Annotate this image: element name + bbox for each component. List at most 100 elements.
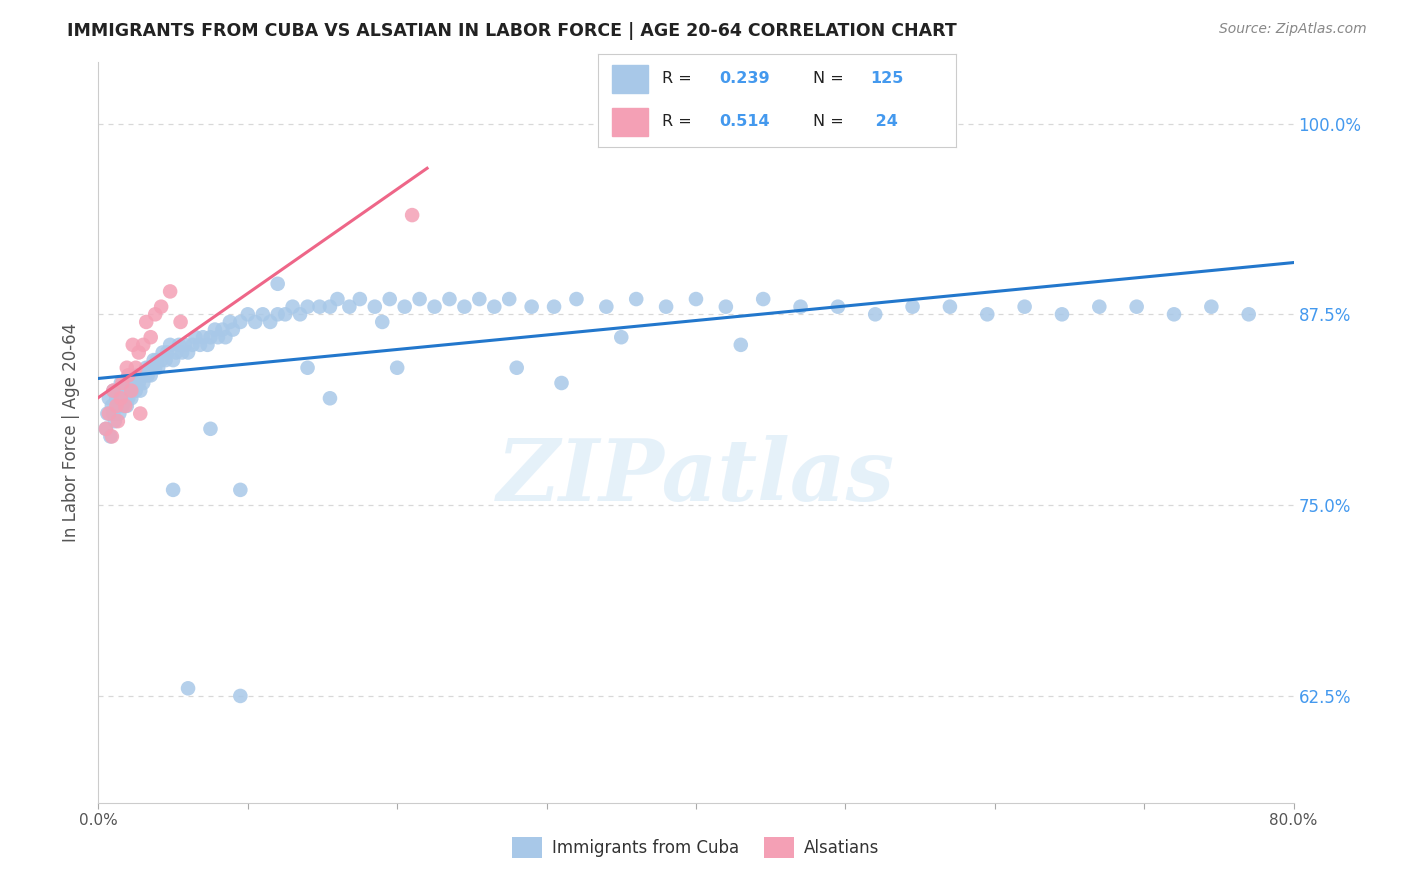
Point xyxy=(129,407,152,421)
Point xyxy=(94,422,117,436)
Point xyxy=(174,338,197,352)
Point xyxy=(125,384,148,398)
Point xyxy=(865,307,887,321)
Point xyxy=(127,368,149,383)
Point xyxy=(319,300,342,314)
Point xyxy=(101,429,124,443)
Point xyxy=(97,391,120,405)
Point xyxy=(145,353,167,368)
Point xyxy=(134,368,156,383)
Point xyxy=(297,300,319,314)
Point xyxy=(169,315,191,329)
Point xyxy=(423,300,446,314)
Point xyxy=(142,353,165,368)
Point xyxy=(789,300,811,314)
Point xyxy=(752,292,775,306)
Point xyxy=(1201,300,1223,314)
Point xyxy=(401,208,423,222)
Text: 0.239: 0.239 xyxy=(720,71,770,87)
Bar xyxy=(612,108,648,136)
Point xyxy=(115,399,138,413)
Point xyxy=(117,391,139,405)
Point xyxy=(288,307,311,321)
Point xyxy=(155,353,177,368)
Point xyxy=(132,376,155,390)
Point xyxy=(105,399,128,413)
Point xyxy=(339,300,361,314)
Point xyxy=(319,391,342,405)
Point xyxy=(200,330,222,344)
Point xyxy=(326,292,349,306)
Point xyxy=(112,384,135,398)
Text: ZIPatlas: ZIPatlas xyxy=(496,435,896,519)
Point xyxy=(114,391,136,405)
Point xyxy=(976,307,998,321)
Point xyxy=(453,300,475,314)
Point xyxy=(408,292,430,306)
Point xyxy=(610,330,633,344)
Point xyxy=(167,338,190,352)
Bar xyxy=(612,65,648,93)
Point xyxy=(136,368,159,383)
Point xyxy=(308,300,330,314)
Point xyxy=(172,345,194,359)
Point xyxy=(108,407,131,421)
Legend: Immigrants from Cuba, Alsatians: Immigrants from Cuba, Alsatians xyxy=(506,830,886,865)
Point xyxy=(281,300,304,314)
Point xyxy=(131,368,153,383)
Point xyxy=(565,292,588,306)
Point xyxy=(1014,300,1036,314)
Point xyxy=(114,399,136,413)
Point xyxy=(1163,307,1185,321)
Point xyxy=(197,338,219,352)
Point xyxy=(939,300,962,314)
Point xyxy=(117,368,139,383)
Point xyxy=(468,292,491,306)
Point xyxy=(105,391,128,405)
Y-axis label: In Labor Force | Age 20-64: In Labor Force | Age 20-64 xyxy=(62,323,80,542)
Point xyxy=(222,322,245,336)
Point xyxy=(103,407,125,421)
Point xyxy=(139,330,162,344)
Point xyxy=(165,345,187,359)
Point xyxy=(120,391,142,405)
Point xyxy=(143,360,166,375)
Text: R =: R = xyxy=(662,114,697,129)
Point xyxy=(188,338,211,352)
Point xyxy=(120,384,142,398)
Text: 0.514: 0.514 xyxy=(720,114,770,129)
Point xyxy=(104,414,127,428)
Point xyxy=(103,384,125,398)
Point xyxy=(1237,307,1260,321)
Point xyxy=(439,292,461,306)
Point xyxy=(520,300,543,314)
Point xyxy=(162,483,184,497)
Point xyxy=(655,300,678,314)
Point xyxy=(236,307,259,321)
Point xyxy=(543,300,565,314)
Point xyxy=(184,330,207,344)
Point xyxy=(229,315,252,329)
Point xyxy=(204,322,226,336)
Point xyxy=(259,315,281,329)
Point xyxy=(730,338,752,352)
Point xyxy=(118,384,141,398)
Point xyxy=(125,360,148,375)
Point xyxy=(132,338,155,352)
Text: 24: 24 xyxy=(870,114,898,129)
Point xyxy=(219,315,242,329)
Point xyxy=(111,376,134,390)
Point xyxy=(274,307,297,321)
Point xyxy=(96,407,118,421)
Point xyxy=(139,368,162,383)
Point xyxy=(394,300,416,314)
Point xyxy=(297,360,319,375)
Point xyxy=(124,376,146,390)
Point xyxy=(267,277,290,291)
Point xyxy=(98,429,122,443)
Point xyxy=(484,300,506,314)
Point xyxy=(135,315,157,329)
Point xyxy=(115,360,138,375)
Point xyxy=(349,292,371,306)
Point xyxy=(152,345,174,359)
